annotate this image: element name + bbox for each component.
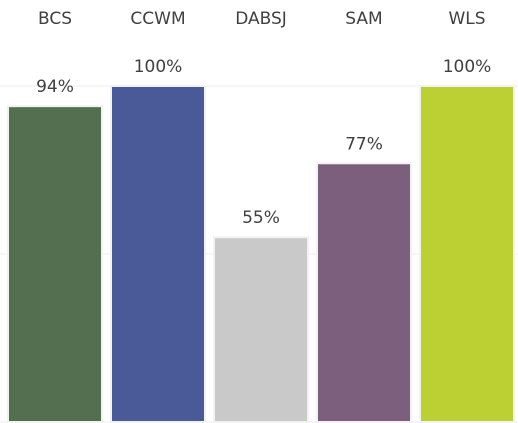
- value-label: 100%: [443, 57, 492, 77]
- bar: [419, 85, 515, 423]
- bar: [7, 105, 103, 423]
- value-label: 94%: [36, 77, 74, 97]
- x-tick-label: DABSJ: [235, 9, 287, 29]
- bar: [316, 162, 412, 423]
- x-tick-label: WLS: [448, 9, 485, 29]
- x-tick-label: SAM: [345, 9, 382, 29]
- bar: [110, 85, 206, 423]
- value-label: 55%: [242, 208, 280, 228]
- x-tick-label: BCS: [38, 9, 72, 29]
- x-tick-label: CCWM: [130, 9, 185, 29]
- value-label: 100%: [134, 57, 183, 77]
- bar: [213, 236, 309, 423]
- value-label: 77%: [345, 134, 383, 154]
